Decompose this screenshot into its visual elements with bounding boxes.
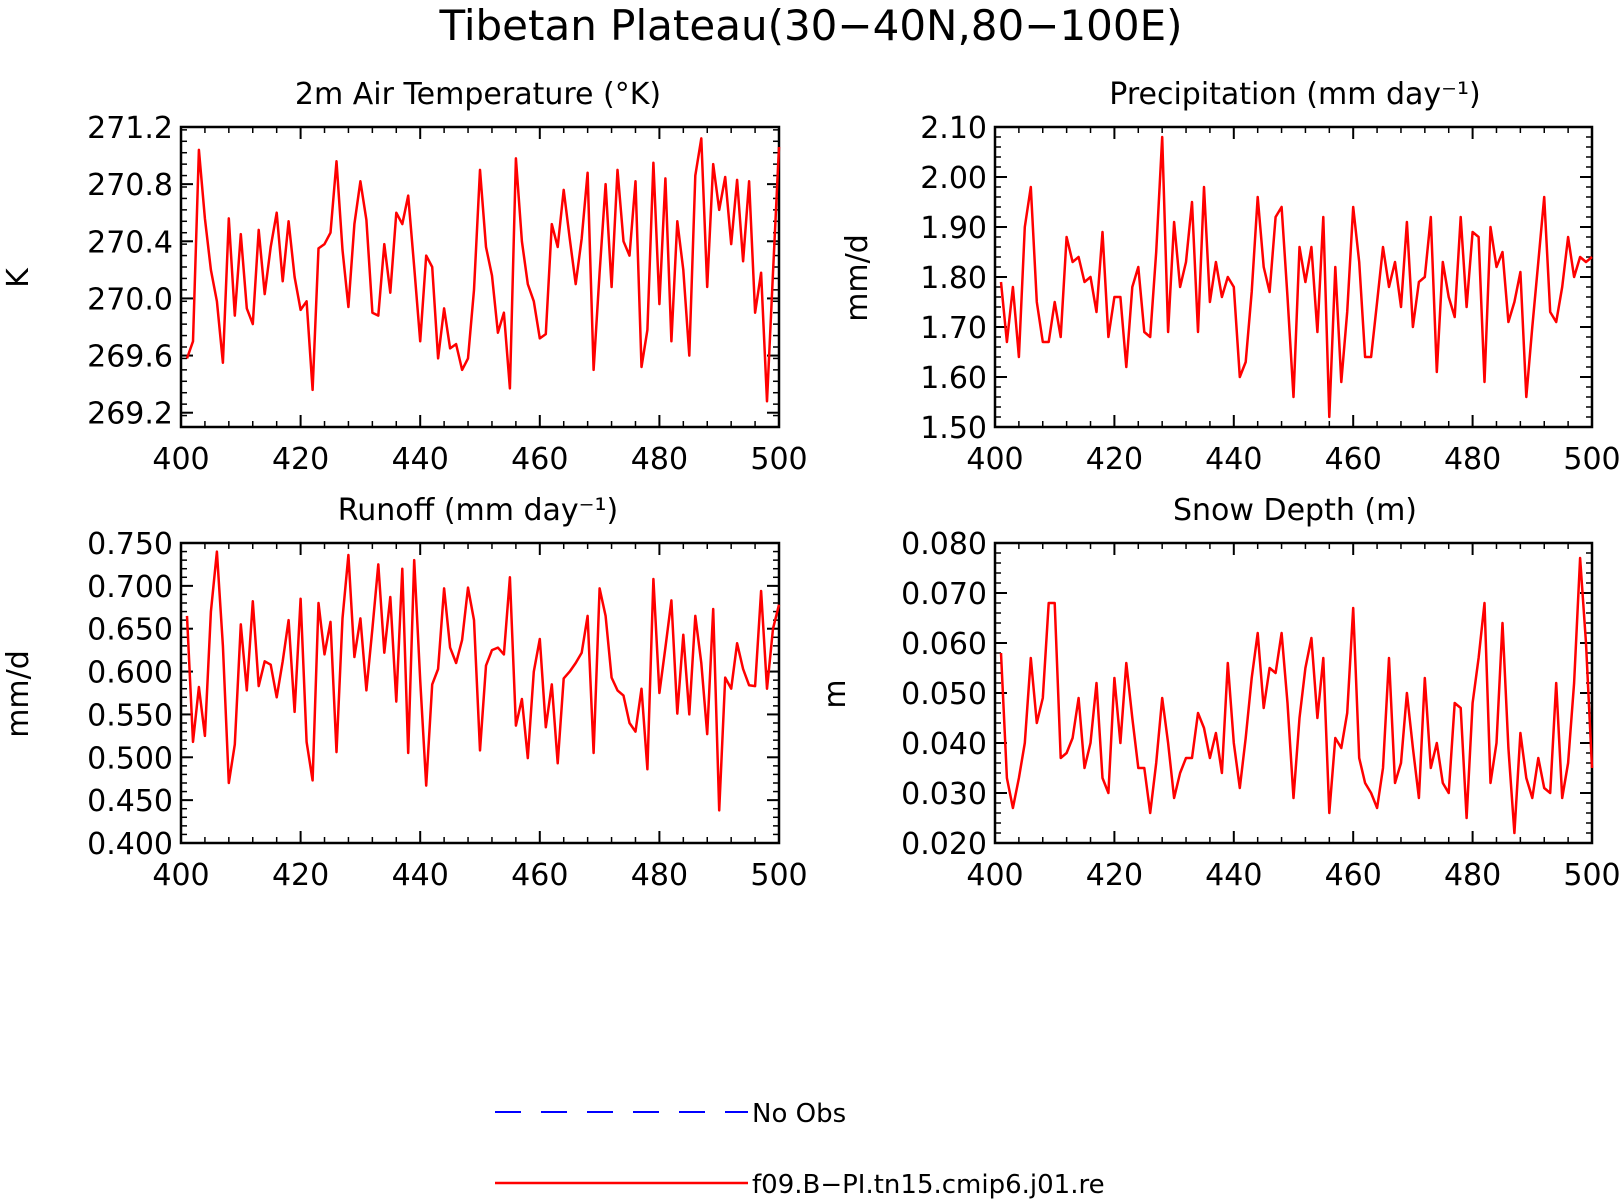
y-tick-label: 2.10 xyxy=(920,111,987,146)
x-tick-label: 440 xyxy=(1205,858,1262,893)
x-tick-label: 460 xyxy=(511,442,568,477)
y-tick-label: 0.500 xyxy=(87,741,173,776)
y-tick-label: 0.080 xyxy=(901,527,987,562)
y-tick-label: 0.060 xyxy=(901,627,987,662)
y-tick-label: 270.4 xyxy=(87,225,173,260)
x-tick-label: 460 xyxy=(1325,442,1382,477)
y-tick-label: 0.700 xyxy=(87,570,173,605)
y-tick-label: 0.450 xyxy=(87,784,173,819)
panel-title: Precipitation (mm day⁻¹) xyxy=(1109,77,1480,112)
y-axis-label: K xyxy=(1,267,36,288)
y-tick-label: 0.600 xyxy=(87,656,173,691)
x-tick-label: 500 xyxy=(750,442,807,477)
panel-snow-depth: Snow Depth (m) m 400 420 440 460 480 500 0.020… xyxy=(818,493,1621,893)
y-tick-label: 0.750 xyxy=(87,527,173,562)
x-tick-label: 480 xyxy=(1444,442,1501,477)
series-line xyxy=(185,137,781,403)
x-tick-label: 460 xyxy=(1325,858,1382,893)
legend-label-model: f09.B−PI.tn15.cmip6.j01.re xyxy=(752,1170,1105,1200)
y-tick-label: 270.8 xyxy=(87,168,173,203)
y-tick-label: 0.400 xyxy=(87,827,173,862)
plot-area: 400 420 440 460 480 500 0.020 0.030 0.040 0.050 0.… xyxy=(901,527,1621,893)
y-axis-label: m xyxy=(818,679,853,708)
y-tick-label: 1.70 xyxy=(920,311,987,346)
plot-area: 400 420 440 460 480 500 269.2 269.6 270.0 270.4 27… xyxy=(87,111,808,477)
panel-runoff: Runoff (mm day⁻¹) mm/d 400 420 440 460 480 50… xyxy=(1,493,808,893)
series-line xyxy=(999,135,1593,419)
y-axis-label: mm/d xyxy=(1,650,36,738)
y-tick-label: 0.650 xyxy=(87,613,173,648)
x-tick-label: 500 xyxy=(1563,858,1620,893)
x-tick-label: 500 xyxy=(750,858,807,893)
x-tick-label: 400 xyxy=(966,442,1023,477)
panel-title: 2m Air Temperature (°K) xyxy=(295,77,661,112)
plot-frame xyxy=(179,541,781,845)
x-tick-label: 400 xyxy=(152,442,209,477)
y-tick-label: 0.070 xyxy=(901,577,987,612)
x-tick-label: 440 xyxy=(392,858,449,893)
x-tick-label: 420 xyxy=(1086,442,1143,477)
series-line xyxy=(185,550,781,812)
plot-area: 400 420 440 460 480 500 1.50 1.60 1.70 1.80 1.90 2.… xyxy=(920,111,1620,477)
x-tick-label: 420 xyxy=(1086,858,1143,893)
x-tick-label: 480 xyxy=(631,442,688,477)
y-tick-label: 1.50 xyxy=(920,411,987,446)
panel-precipitation: Precipitation (mm day⁻¹) mm/d 400 420 440 4… xyxy=(840,77,1621,477)
y-tick-label: 0.050 xyxy=(901,677,987,712)
x-tick-label: 460 xyxy=(511,858,568,893)
y-tick-label: 1.60 xyxy=(920,361,987,396)
y-tick-label: 0.550 xyxy=(87,698,173,733)
y-axis-label: mm/d xyxy=(840,234,875,322)
y-tick-label: 270.0 xyxy=(87,282,173,317)
y-tick-label: 1.90 xyxy=(920,211,987,246)
plot-area: 400 420 440 460 480 500 0.400 0.450 0.500 0.550 0.… xyxy=(87,527,808,893)
x-tick-label: 480 xyxy=(1444,858,1501,893)
x-tick-label: 500 xyxy=(1563,442,1620,477)
y-tick-label: 2.00 xyxy=(920,161,987,196)
y-tick-label: 269.2 xyxy=(87,397,173,432)
y-tick-label: 0.020 xyxy=(901,827,987,862)
plot-frame xyxy=(179,125,781,429)
x-tick-label: 440 xyxy=(392,442,449,477)
x-tick-label: 480 xyxy=(631,858,688,893)
x-tick-label: 420 xyxy=(272,442,329,477)
y-tick-label: 0.030 xyxy=(901,777,987,812)
x-tick-label: 400 xyxy=(152,858,209,893)
legend: No Obs f09.B−PI.tn15.cmip6.j01.re xyxy=(495,1099,1105,1200)
panel-title: Runoff (mm day⁻¹) xyxy=(338,493,619,528)
y-tick-label: 271.2 xyxy=(87,111,173,146)
panel-title: Snow Depth (m) xyxy=(1173,493,1417,528)
y-tick-label: 1.80 xyxy=(920,261,987,296)
y-tick-label: 0.040 xyxy=(901,727,987,762)
y-tick-label: 269.6 xyxy=(87,340,173,375)
x-tick-label: 440 xyxy=(1205,442,1262,477)
panel-air-temperature: 2m Air Temperature (°K) K 400 420 440 460 48… xyxy=(1,77,808,477)
figure-title: Tibetan Plateau(30−40N,80−100E) xyxy=(438,1,1182,50)
series-line xyxy=(999,556,1594,835)
x-tick-label: 400 xyxy=(966,858,1023,893)
x-tick-label: 420 xyxy=(272,858,329,893)
legend-label-no-obs: No Obs xyxy=(752,1099,846,1129)
